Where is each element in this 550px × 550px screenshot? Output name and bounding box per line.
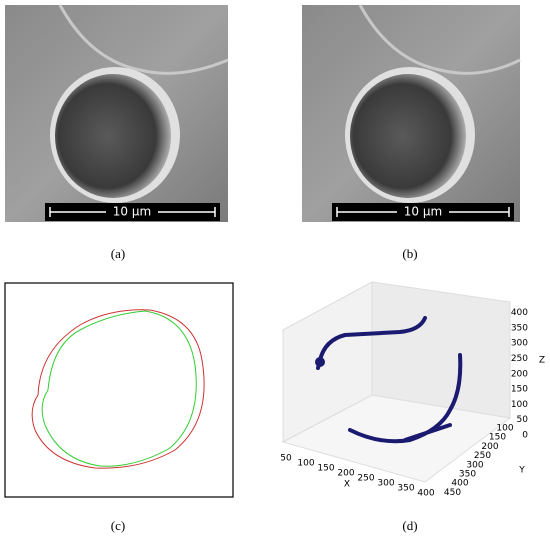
caption: (d): [402, 518, 417, 533]
contour-panel: [4, 282, 234, 498]
axis-label: Y: [518, 466, 525, 476]
x-tick-label: 250: [357, 474, 374, 484]
x-tick-label: 300: [377, 479, 394, 489]
z-tick-label: 350: [511, 323, 528, 333]
z-tick-label: 50: [517, 415, 529, 425]
scatter-3d: [281, 281, 512, 483]
y-tick-label: 450: [444, 488, 461, 498]
x-tick-label: 150: [317, 464, 334, 474]
y-tick-label: 150: [489, 433, 506, 443]
axis-label: Z: [539, 356, 545, 366]
sem-image-b: 10 μm: [302, 4, 521, 222]
z-tick-label: 100: [511, 400, 528, 410]
sem-image-a: 10 μm: [5, 4, 229, 222]
y-tick-label: 200: [481, 442, 498, 452]
y-tick-label: 400: [451, 479, 468, 489]
z-tick-label: 300: [511, 339, 528, 349]
scale-label: 10 μm: [113, 205, 151, 219]
y-tick-label: 350: [459, 470, 476, 480]
y-tick-label: 100: [496, 424, 513, 434]
x-tick-label: 100: [297, 459, 314, 469]
z-tick-label: 0: [522, 431, 528, 441]
x-tick-label: 200: [337, 469, 354, 479]
z-tick-label: 250: [511, 354, 528, 364]
z-tick-label: 400: [511, 308, 528, 318]
z-tick-label: 150: [511, 385, 528, 395]
caption: (a): [111, 246, 125, 261]
caption: (b): [402, 246, 417, 261]
caption: (c): [111, 518, 125, 533]
y-tick-label: 250: [474, 451, 491, 461]
scale-label: 10 μm: [404, 205, 442, 219]
z-tick-label: 200: [511, 369, 528, 379]
x-tick-label: 400: [417, 489, 434, 499]
axis-label: X: [344, 480, 350, 490]
x-tick-label: 350: [397, 484, 414, 494]
y-tick-label: 300: [466, 460, 483, 470]
x-tick-label: 50: [280, 454, 292, 464]
